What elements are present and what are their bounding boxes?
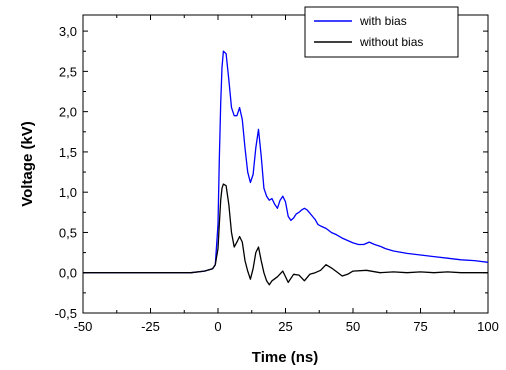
legend-box: [304, 6, 459, 58]
y-tick-label: 0,0: [59, 266, 77, 281]
series-layer: [83, 50, 489, 286]
x-axis-title: Time (ns): [252, 349, 318, 366]
legend: with bias without bias: [304, 6, 459, 58]
y-tick-label: 0,5: [59, 225, 77, 240]
y-tick-label: 1,0: [59, 185, 77, 200]
y-tick-label: 2,5: [59, 64, 77, 79]
x-tick-label: 50: [346, 319, 360, 334]
x-tick-label: -25: [141, 319, 160, 334]
series-line-with-bias: [83, 50, 489, 274]
y-tick-label: 2,0: [59, 105, 77, 120]
y-axis-ticks: -0,5 0,0 0,5 1,0 1,5 2,0 2,5 3,0: [55, 24, 488, 321]
legend-label-with-bias: with bias: [359, 14, 407, 28]
y-tick-label: 1,5: [59, 145, 77, 160]
x-tick-label: -50: [74, 319, 93, 334]
x-tick-label: 25: [278, 319, 292, 334]
y-tick-label: -0,5: [55, 306, 77, 321]
y-tick-label: 3,0: [59, 24, 77, 39]
series-line-without-bias: [83, 183, 488, 286]
plot-frame: [82, 14, 489, 314]
x-tick-label: 100: [477, 319, 499, 334]
y-axis-title: Voltage (kV): [19, 121, 36, 207]
x-tick-label: 0: [214, 319, 221, 334]
legend-label-without-bias: without bias: [359, 35, 423, 49]
x-tick-label: 75: [413, 319, 427, 334]
